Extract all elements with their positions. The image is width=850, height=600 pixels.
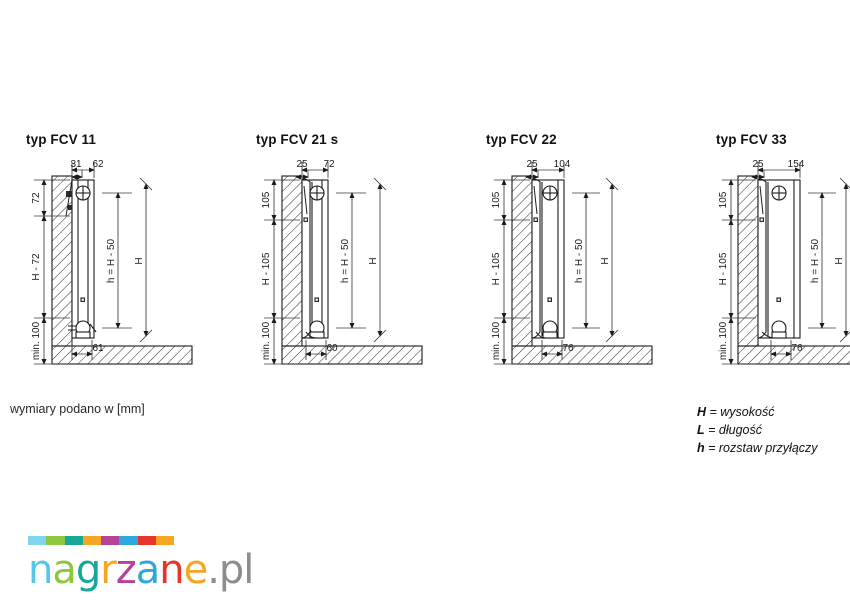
symbol-legend: H = wysokość L = długość h = rozstaw prz…	[697, 403, 818, 457]
dim-left-2: H - 72	[31, 253, 42, 281]
legend-symbol: h	[697, 441, 705, 455]
logo-letter: g	[75, 547, 101, 593]
radiator-section-svg: 31 62 72 H - 72 min. 100 h = H - 50 H 61	[31, 159, 193, 365]
logo-bar	[155, 536, 174, 545]
logo-bar	[137, 536, 156, 545]
dim-left-1: 105	[718, 191, 729, 208]
dim-h: h = H - 50	[106, 238, 117, 283]
dim-left-3: min. 100	[491, 321, 502, 360]
dim-H: H	[134, 257, 145, 264]
panel-title: typ FCV 33	[716, 132, 787, 147]
legend-row-H: H = wysokość	[697, 403, 818, 421]
dim-H: H	[368, 257, 379, 264]
logo-bar	[28, 536, 47, 545]
dim-bottom: 76	[562, 343, 574, 354]
logo-bar	[82, 536, 101, 545]
logo-wordmark: nagrzane.pl	[28, 547, 254, 593]
dim-left-2: H - 105	[261, 252, 272, 285]
legend-row-h: h = rozstaw przyłączy	[697, 439, 818, 457]
logo-bar	[101, 536, 120, 545]
dim-bottom: 76	[791, 343, 803, 354]
logo-letter: n	[159, 547, 184, 593]
radiator-section-svg: 25 72 105 H - 105 min. 100 h = H - 50 H …	[261, 159, 423, 365]
panel-title: typ FCV 11	[26, 132, 97, 147]
legend-text: = rozstaw przyłączy	[704, 441, 818, 455]
dim-bottom: 60	[326, 343, 338, 354]
panel-drawing: 25 154 105 H - 105 min. 100 h = H - 50 H…	[716, 158, 850, 403]
panel-drawing: 25 72 105 H - 105 min. 100 h = H - 50 H …	[256, 158, 456, 403]
radiator-section-svg: 25 104 105 H - 105 min. 100 h = H - 50 H…	[491, 159, 653, 365]
panel-title: typ FCV 21 s	[256, 132, 339, 147]
dim-H: H	[600, 257, 611, 264]
logo-letter: n	[28, 547, 53, 593]
logo-letter: r	[100, 547, 116, 593]
legend-symbol: H	[697, 405, 707, 419]
diagram-panel-fcv11: typ FCV 11	[26, 132, 241, 402]
legend-symbol: L	[697, 423, 705, 437]
logo-bar	[46, 536, 65, 545]
dim-left-1: 105	[491, 191, 502, 208]
dim-bottom: 61	[92, 343, 104, 354]
logo-letter: e	[183, 547, 209, 593]
logo-letter: .pl	[207, 547, 254, 593]
dim-left-3: min. 100	[31, 321, 42, 360]
dim-left-2: H - 105	[491, 252, 502, 285]
dim-left-1: 105	[261, 191, 272, 208]
logo-letter: a	[52, 547, 76, 593]
dim-left-3: min. 100	[261, 321, 272, 360]
radiator-section-svg: 25 154 105 H - 105 min. 100 h = H - 50 H…	[718, 159, 850, 365]
dim-h: h = H - 50	[810, 238, 821, 283]
legend-row-L: L = długość	[697, 421, 818, 439]
dim-depth-inner: 25	[296, 159, 308, 170]
legend-text: = długość	[704, 423, 762, 437]
site-logo[interactable]: nagrzane.pl	[28, 536, 254, 593]
dim-depth-inner: 25	[752, 159, 764, 170]
logo-bar	[119, 536, 138, 545]
dim-depth-inner: 31	[70, 159, 82, 170]
dim-depth-outer: 72	[323, 159, 335, 170]
logo-color-bars	[28, 536, 174, 545]
logo-letter: z	[115, 547, 137, 593]
panel-title: typ FCV 22	[486, 132, 557, 147]
logo-letter: a	[135, 547, 160, 593]
dim-depth-outer: 104	[554, 159, 571, 170]
dim-depth-outer: 62	[92, 159, 104, 170]
dim-H: H	[834, 257, 845, 264]
diagram-panel-fcv22: typ FCV 22	[486, 132, 701, 402]
dim-depth-outer: 154	[788, 159, 805, 170]
diagram-panel-fcv21s: typ FCV 21 s	[256, 132, 471, 402]
dim-h: h = H - 50	[340, 238, 351, 283]
panel-drawing: 31 62 72 H - 72 min. 100 h = H - 50 H 61	[26, 158, 226, 403]
dim-left-3: min. 100	[718, 321, 729, 360]
legend-text: = wysokość	[706, 405, 775, 419]
dim-h: h = H - 50	[574, 238, 585, 283]
dim-depth-inner: 25	[526, 159, 538, 170]
panel-drawing: 25 104 105 H - 105 min. 100 h = H - 50 H…	[486, 158, 686, 403]
dim-left-1: 72	[31, 192, 42, 204]
dim-left-2: H - 105	[718, 252, 729, 285]
diagram-panel-fcv33: typ FCV 33	[716, 132, 850, 402]
units-caption: wymiary podano w [mm]	[10, 402, 145, 416]
logo-bar	[64, 536, 83, 545]
